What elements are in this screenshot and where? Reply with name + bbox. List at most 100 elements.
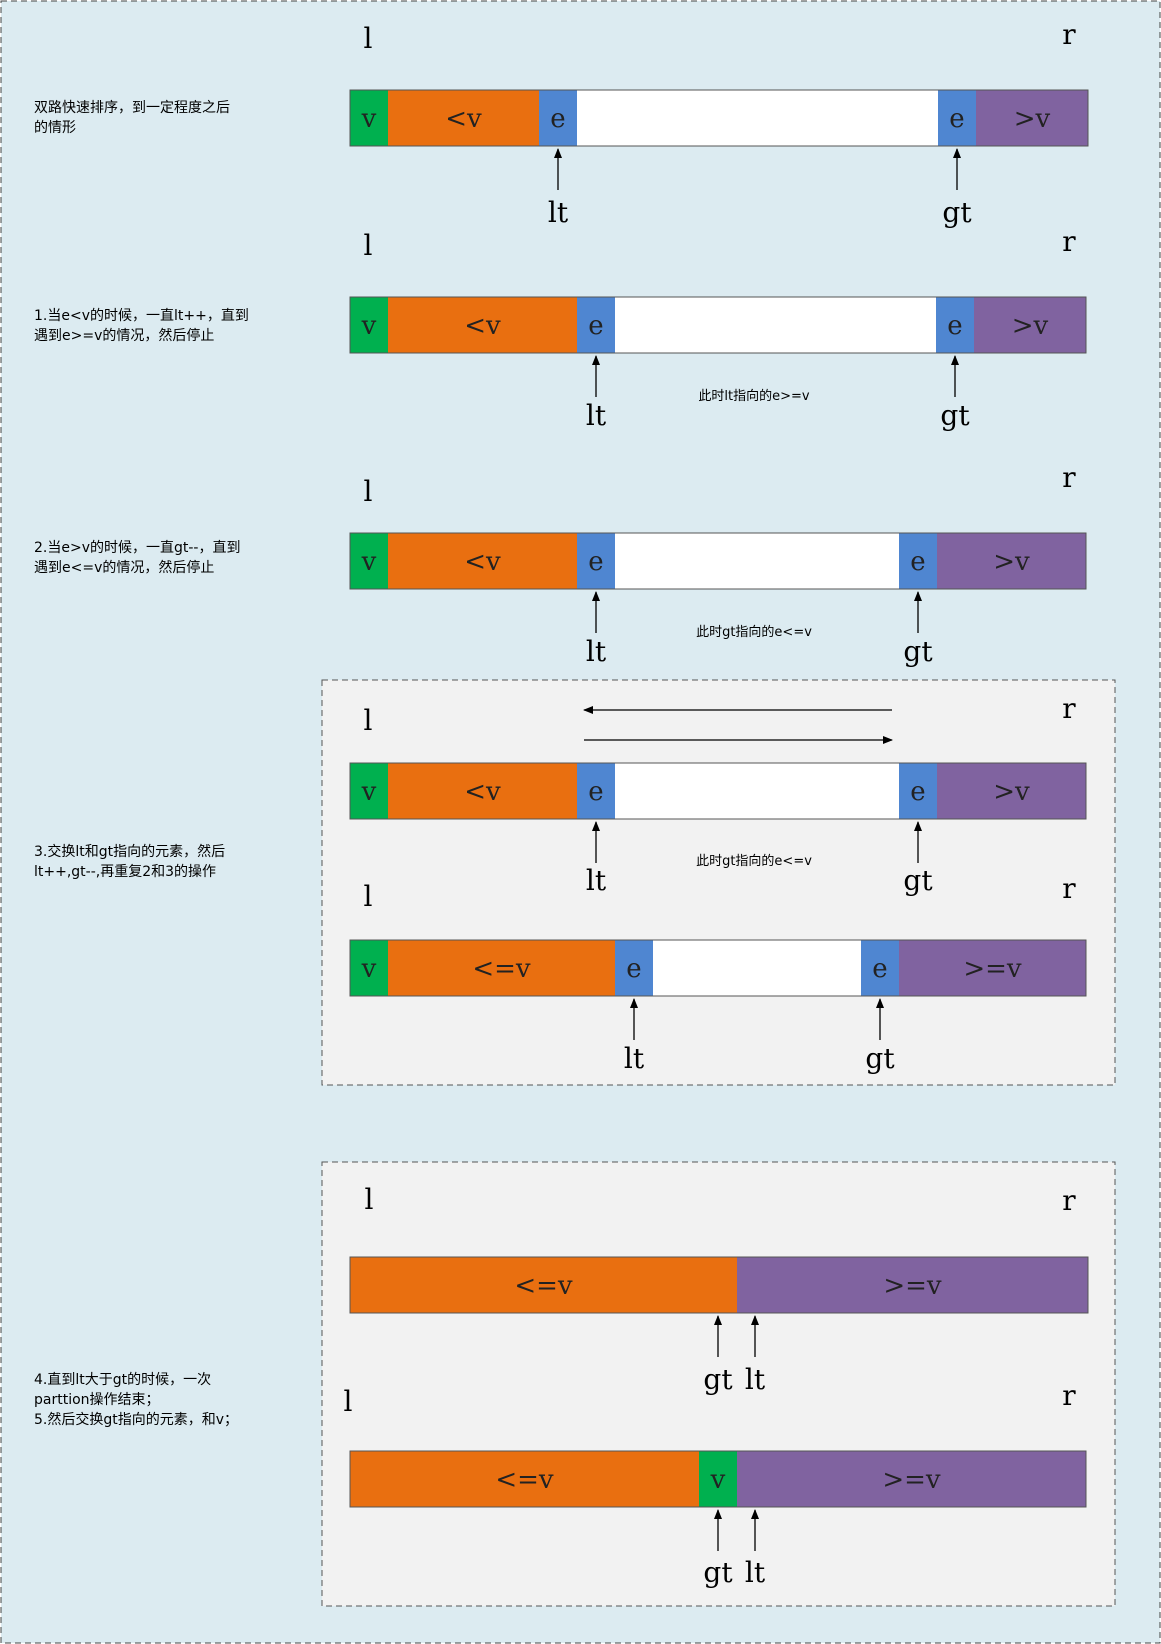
step-description-line: 的情形 [34, 120, 76, 136]
step-note: 此时lt指向的e>=v [698, 388, 809, 404]
segment-gt-region [737, 1257, 1088, 1313]
left-boundary-label: l [364, 880, 373, 913]
segment-label: e [588, 777, 603, 807]
right-boundary-label: r [1062, 872, 1076, 905]
segment-label: e [626, 954, 641, 984]
gt-pointer-label: gt [703, 1556, 733, 1589]
segment-label: e [949, 104, 964, 134]
segment-label: >=v [883, 1271, 942, 1301]
segment-label: >v [1014, 104, 1051, 134]
segment-e [615, 940, 653, 996]
step-note: 此时gt指向的e<=v [696, 624, 812, 640]
segment-lt-region [388, 297, 577, 353]
segment-v [699, 1451, 737, 1507]
array-bar-outline [349, 296, 1087, 354]
lt-pointer-label: lt [624, 1042, 645, 1075]
lt-pointer-label: lt [745, 1556, 766, 1589]
step-description-line: 5.然后交换gt指向的元素，和v； [34, 1411, 238, 1428]
gt-pointer-label: gt [903, 864, 933, 897]
segment-lt-region [388, 763, 577, 819]
segment-label: <v [445, 104, 482, 134]
swap-step-panel [321, 679, 1116, 1086]
segment-label: >v [993, 777, 1030, 807]
left-boundary-label: l [364, 22, 373, 55]
segment-gt-region [937, 533, 1086, 589]
segment-lt-region [388, 533, 577, 589]
segment-v [350, 533, 388, 589]
segment-unprocessed [577, 90, 938, 146]
gt-pointer-label: gt [940, 399, 970, 432]
segment-gt-region [937, 763, 1086, 819]
step-description-line: 4.直到lt大于gt的时候，一次 [34, 1371, 211, 1388]
segment-gt-region [974, 297, 1086, 353]
gt-pointer-label: gt [942, 196, 972, 229]
segment-unprocessed [615, 763, 899, 819]
segment-label: e [910, 547, 925, 577]
lt-pointer-label: lt [586, 635, 607, 668]
segment-label: e [910, 777, 925, 807]
left-boundary-label: l [365, 1183, 374, 1216]
step-description-line: 遇到e>=v的情况，然后停止 [34, 327, 214, 344]
step-description-line: parttion操作结束； [34, 1392, 160, 1408]
segment-label: e [872, 954, 887, 984]
segment-label: e [550, 104, 565, 134]
segment-v [350, 90, 388, 146]
segment-e [899, 533, 937, 589]
segment-lt-region [388, 90, 539, 146]
segment-label: v [361, 311, 377, 341]
right-boundary-label: r [1062, 18, 1076, 51]
lt-pointer-label: lt [548, 196, 569, 229]
right-boundary-label: r [1062, 1379, 1076, 1412]
segment-label: e [947, 311, 962, 341]
segment-lt-region [350, 1257, 737, 1313]
step-description-line: lt++,gt--,再重复2和3的操作 [34, 863, 216, 880]
segment-e [936, 297, 974, 353]
segment-label: v [361, 954, 377, 984]
segment-label: >v [1012, 311, 1049, 341]
segment-v [350, 940, 388, 996]
segment-label: >=v [882, 1465, 941, 1495]
right-boundary-label: r [1062, 692, 1076, 725]
segment-unprocessed [653, 940, 861, 996]
segment-label: >v [993, 547, 1030, 577]
segment-gt-region [737, 1451, 1086, 1507]
gt-pointer-label: gt [703, 1363, 733, 1396]
left-boundary-label: l [364, 704, 373, 737]
array-bar-outline [349, 1256, 1089, 1314]
segment-e [577, 533, 615, 589]
left-boundary-label: l [364, 229, 373, 262]
step-description-line: 1.当e<v的时候，一直lt++，直到 [34, 307, 249, 324]
array-bar-outline [349, 1450, 1087, 1508]
segment-label: v [361, 777, 377, 807]
segment-label: v [710, 1465, 726, 1495]
segment-label: <=v [514, 1271, 573, 1301]
segment-label: <=v [495, 1465, 554, 1495]
segment-label: e [588, 547, 603, 577]
segment-e [539, 90, 577, 146]
segment-label: e [588, 311, 603, 341]
segment-gt-region [976, 90, 1088, 146]
array-bar-outline [349, 89, 1089, 147]
segment-v [350, 297, 388, 353]
lt-pointer-label: lt [586, 399, 607, 432]
step-description-line: 3.交换lt和gt指向的元素，然后 [34, 843, 225, 860]
segment-label: v [361, 104, 377, 134]
segment-unprocessed [615, 297, 936, 353]
step-note: 此时gt指向的e<=v [696, 853, 812, 869]
segment-label: <=v [472, 954, 531, 984]
array-bar-outline [349, 762, 1087, 820]
segment-lt-region [388, 940, 615, 996]
segment-gt-region [899, 940, 1086, 996]
left-boundary-label: l [364, 475, 373, 508]
left-boundary-label: l [344, 1385, 353, 1418]
step-description-line: 双路快速排序，到一定程度之后 [34, 100, 230, 116]
step-description-line: 2.当e>v的时候，一直gt--，直到 [34, 539, 240, 556]
segment-e [938, 90, 976, 146]
segment-unprocessed [615, 533, 899, 589]
segment-e [577, 297, 615, 353]
segment-label: v [361, 547, 377, 577]
segment-e [861, 940, 899, 996]
step-description-line: 遇到e<=v的情况，然后停止 [34, 559, 214, 576]
